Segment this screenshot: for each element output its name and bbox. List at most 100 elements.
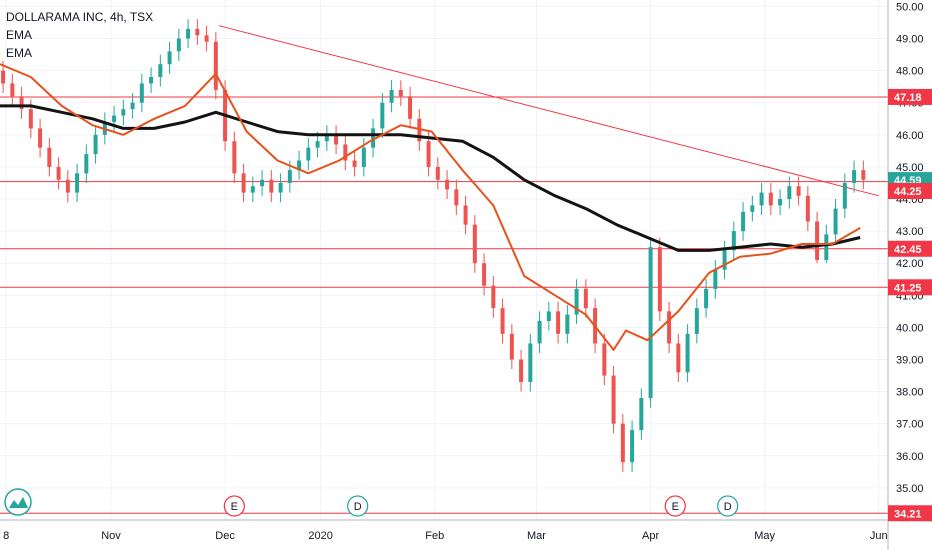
level-price-tag: 41.25: [888, 279, 932, 296]
candle-body: [852, 170, 857, 183]
y-tick-label: 37.00: [896, 419, 924, 431]
level-price-tag: 47.18: [888, 88, 932, 105]
candle-body: [324, 134, 329, 142]
y-tick-label: 49.00: [896, 34, 924, 46]
candle-body: [435, 166, 440, 180]
candle-body: [38, 128, 43, 148]
y-tick-label: 40.00: [896, 322, 924, 334]
candle-body: [112, 115, 117, 122]
level-price-tag-label: 47.18: [894, 92, 922, 104]
candle-body: [352, 160, 357, 167]
candle-body: [833, 208, 838, 235]
candle-body: [315, 141, 320, 148]
ema-slow-line: [0, 104, 861, 252]
candle-body: [491, 285, 496, 309]
earnings-marker: [223, 495, 245, 517]
level-price-tag: 42.45: [888, 240, 932, 257]
candle-body: [759, 192, 764, 206]
horizontal-levels[interactable]: [0, 96, 888, 514]
ema-legend-1[interactable]: EMA: [6, 28, 33, 42]
candle-body: [768, 192, 773, 206]
y-tick-label: 35.00: [896, 483, 924, 495]
x-tick-label: Apr: [642, 530, 659, 542]
level-price-tag-bg: [888, 505, 932, 522]
candle-body: [509, 333, 514, 360]
level-price-tag-label: 41.25: [894, 282, 922, 294]
candle-body: [620, 423, 625, 463]
candle-body: [657, 247, 662, 312]
candle-body: [121, 109, 126, 116]
dividend-marker: [347, 495, 369, 517]
candle-body: [65, 179, 70, 193]
x-tick-label: Jun: [870, 530, 888, 542]
ema-legend-2[interactable]: EMA: [6, 46, 33, 60]
y-tick-label: 38.00: [896, 387, 924, 399]
grid: [0, 0, 888, 520]
candle-body: [805, 195, 810, 222]
candle-body: [426, 141, 431, 167]
y-tick-label: 48.00: [896, 66, 924, 78]
candle-body: [546, 311, 551, 321]
level-price-tag-bg: [888, 279, 932, 296]
candle-body: [704, 288, 709, 309]
candle-body: [19, 96, 24, 110]
level-price-tag-bg: [888, 88, 932, 105]
candle-body: [361, 147, 366, 167]
candle-body: [778, 199, 783, 206]
x-tick-label: May: [754, 530, 775, 542]
level-price-tag-label: 42.45: [894, 244, 922, 256]
candle-body: [472, 224, 477, 264]
candle-body: [694, 308, 699, 334]
candle-body: [408, 96, 413, 119]
price-axis[interactable]: 35.0036.0037.0038.0039.0040.0041.0042.00…: [887, 0, 924, 550]
candle-body: [195, 28, 200, 36]
candle-body: [750, 205, 755, 212]
trendline-group[interactable]: [218, 25, 879, 197]
trendline[interactable]: [218, 25, 879, 197]
level-price-tag: 34.21: [888, 505, 932, 522]
time-axis[interactable]: 8 Nov Dec 2020 Feb Mar Apr May Jun: [0, 519, 888, 542]
candle-body: [260, 179, 265, 187]
candle-body: [1, 70, 6, 84]
candle-body: [167, 51, 172, 65]
candle-body: [528, 343, 533, 382]
candle-body: [565, 314, 570, 334]
candle-body: [796, 186, 801, 196]
dividend-marker-letter: D: [354, 501, 362, 513]
candle-body: [574, 288, 579, 315]
candle-body: [602, 343, 607, 376]
y-tick-label: 36.00: [896, 451, 924, 463]
price-tag-bg: [888, 182, 932, 199]
candle-body: [398, 89, 403, 97]
y-tick-label: 46.00: [896, 130, 924, 142]
candle-body: [269, 179, 274, 193]
candle-body: [537, 320, 542, 344]
candle-body: [482, 263, 487, 286]
candle-body: [297, 160, 302, 171]
candle-body: [667, 311, 672, 344]
candle-body: [10, 83, 15, 97]
tv-logo-icon[interactable]: [4, 488, 32, 516]
candle-body: [343, 144, 348, 161]
x-tick-label: Dec: [215, 530, 235, 542]
candle-body: [158, 64, 163, 78]
symbol-title[interactable]: DOLLARAMA INC, 4h, TSX: [6, 10, 154, 24]
candle-body: [842, 182, 847, 209]
candle-body: [861, 170, 866, 180]
price-tag-label: 44.25: [894, 186, 922, 198]
candle-body: [648, 247, 653, 399]
candles: [1, 19, 866, 472]
candle-body: [287, 170, 292, 183]
ema-fast-line: [0, 63, 861, 351]
y-tick-label: 50.00: [896, 1, 924, 13]
candle-body: [380, 102, 385, 129]
candle-body: [250, 186, 255, 193]
earnings-marker-letter: E: [672, 501, 679, 513]
candle-body: [130, 102, 135, 110]
y-tick-label: 45.00: [896, 162, 924, 174]
candle-body: [232, 141, 237, 174]
candle-body: [75, 173, 80, 193]
